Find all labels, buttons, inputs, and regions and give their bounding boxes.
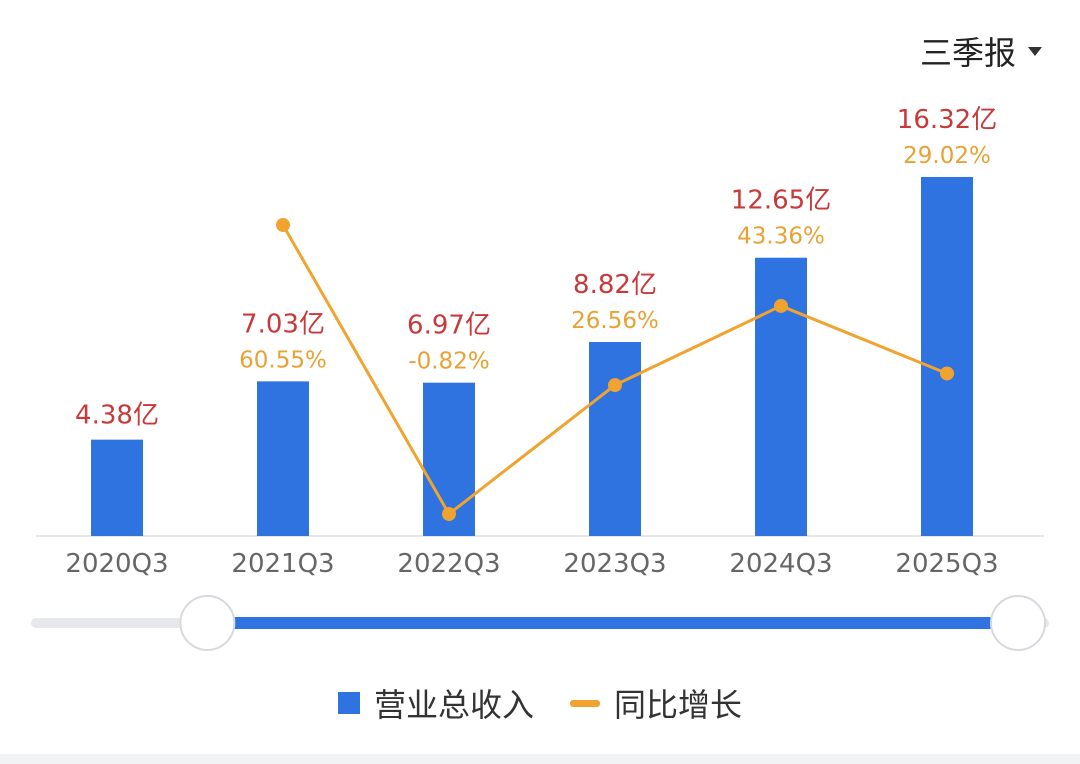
chart-legend: 营业总收入 同比增长 (0, 680, 1080, 726)
growth-value-label: 60.55% (239, 347, 327, 373)
legend-label-growth: 同比增长 (614, 686, 743, 724)
x-tick-label: 2021Q3 (231, 549, 334, 579)
bar-2025Q3[interactable] (921, 177, 973, 536)
bottom-strip (0, 754, 1080, 764)
legend-item-revenue[interactable]: 营业总收入 (337, 680, 534, 726)
legend-line-swatch (570, 699, 600, 707)
growth-value-label: -0.82% (408, 349, 489, 375)
growth-point-2022Q3[interactable] (442, 507, 456, 521)
bar-2021Q3[interactable] (257, 381, 309, 536)
slider-handle-end[interactable] (990, 595, 1046, 651)
bar-value-label: 6.97亿 (407, 311, 491, 341)
growth-value-label: 26.56% (571, 308, 659, 334)
growth-value-label: 43.36% (737, 224, 825, 250)
bar-2023Q3[interactable] (589, 341, 641, 536)
growth-point-2025Q3[interactable] (940, 366, 954, 381)
bar-value-label: 7.03亿 (241, 309, 325, 339)
x-tick-label: 2023Q3 (563, 549, 666, 579)
legend-bar-swatch (337, 692, 360, 714)
revenue-chart: 4.38亿 7.03亿 60.55% 6.97亿 -0.82% 8.82亿 26.56% 12… (31, 105, 1049, 651)
period-dropdown[interactable]: 三季报 (920, 28, 1042, 74)
x-tick-label: 2020Q3 (65, 549, 168, 579)
bar-value-label: 8.82亿 (573, 270, 657, 300)
bar-2020Q3[interactable] (91, 439, 143, 536)
x-tick-label: 2025Q3 (895, 549, 998, 579)
growth-value-label: 29.02% (903, 143, 991, 169)
bar-value-label: 12.65亿 (731, 186, 831, 216)
bar-value-label: 4.38亿 (75, 401, 159, 431)
growth-point-2024Q3[interactable] (774, 298, 788, 313)
legend-label-revenue: 营业总收入 (373, 686, 534, 724)
caret-down-icon (1028, 46, 1042, 56)
period-dropdown-label: 三季报 (919, 34, 1016, 72)
bar-value-label: 16.32亿 (897, 105, 997, 135)
legend-item-growth[interactable]: 同比增长 (570, 680, 742, 726)
growth-point-2021Q3[interactable] (276, 218, 290, 232)
growth-point-2023Q3[interactable] (608, 378, 622, 393)
slider-handle-start[interactable] (179, 595, 236, 651)
x-tick-label: 2022Q3 (397, 549, 500, 579)
x-tick-label: 2024Q3 (729, 549, 832, 579)
